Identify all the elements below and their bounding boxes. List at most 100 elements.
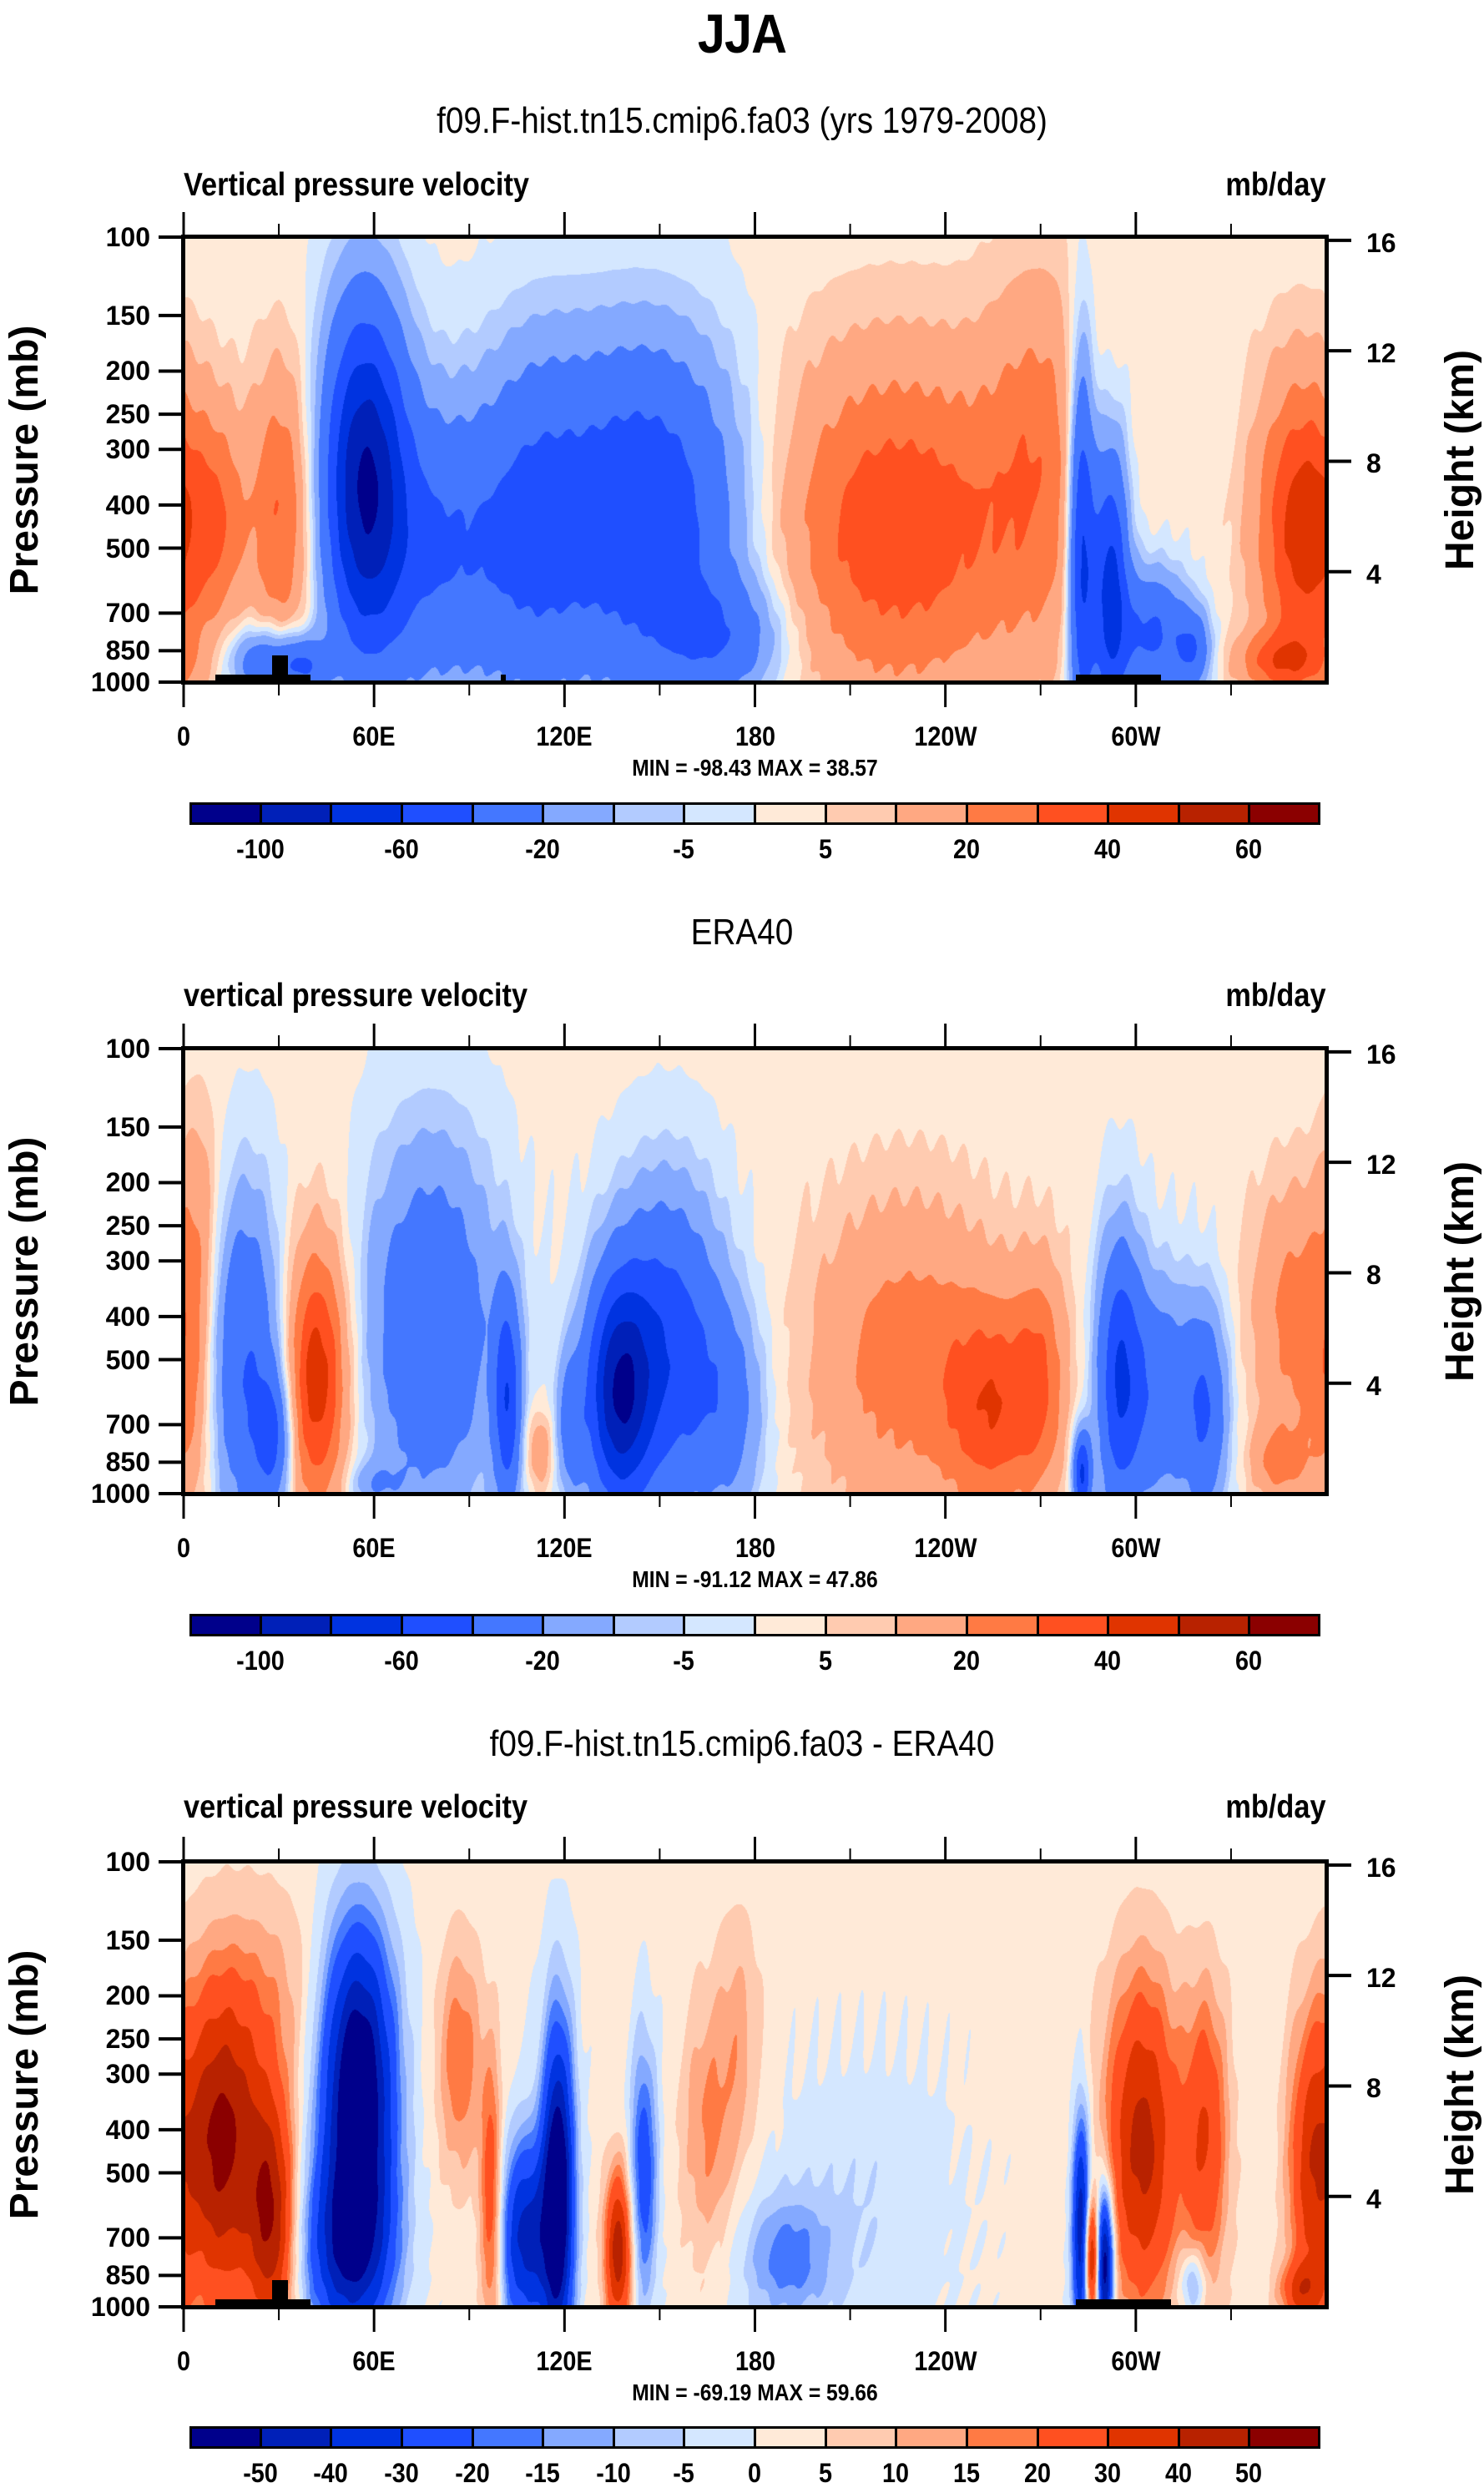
colorbar-label: -5 (673, 1646, 695, 1676)
colorbar-label: -40 (313, 2458, 349, 2488)
x-tick-label: 0 (176, 1533, 191, 1563)
colorbar-label: 50 (1235, 2458, 1263, 2488)
x-tick-label: 120W (914, 721, 977, 751)
colorbar-label: 60 (1235, 1646, 1263, 1676)
y-tick-label: 500 (105, 2157, 150, 2188)
x-tick-label: 60E (352, 721, 396, 751)
colorbar-label: -20 (525, 1646, 560, 1676)
y-axis-title: Pressure (mb) (3, 1949, 47, 2219)
colorbar-label: 10 (882, 2458, 910, 2488)
colorbar-label: -50 (242, 2458, 278, 2488)
y-right-tick-label: 4 (1366, 1370, 1381, 1401)
y-tick-label: 100 (105, 1034, 150, 1064)
panel-title: ERA40 (690, 912, 794, 953)
min-max-label: MIN = -91.12 MAX = 47.86 (632, 1566, 878, 1592)
y-tick-label: 1000 (90, 667, 150, 697)
y-right-tick-label: 16 (1366, 227, 1396, 258)
colorbar-label: -5 (673, 834, 695, 864)
y-tick-label: 400 (105, 2114, 150, 2145)
topography-block (1075, 2298, 1171, 2307)
contour-field (184, 1049, 1326, 1494)
units-label: mb/day (1225, 1789, 1326, 1825)
colorbar-label: 15 (952, 2458, 980, 2488)
y-tick-label: 700 (105, 2223, 150, 2253)
panel-title: f09.F-hist.tn15.cmip6.fa03 - ERA40 (489, 1723, 995, 1764)
topography-block (272, 655, 289, 682)
y-right-tick-label: 12 (1366, 1150, 1396, 1181)
y-tick-label: 250 (105, 2024, 150, 2055)
y-tick-label: 500 (105, 1344, 150, 1375)
units-label: mb/day (1225, 167, 1326, 203)
colorbar-label: -10 (595, 2458, 631, 2488)
y-right-tick-label: 12 (1366, 338, 1396, 369)
colorbar-box (1108, 2427, 1179, 2448)
y-tick-label: 200 (105, 1167, 150, 1198)
y-tick-label: 1000 (90, 1479, 150, 1509)
colorbar-label: -5 (673, 2458, 695, 2488)
y-tick-label: 400 (105, 1301, 150, 1332)
x-tick-label: 0 (176, 721, 191, 751)
colorbar-label: 20 (952, 1646, 980, 1676)
colorbar-label: -60 (384, 1646, 419, 1676)
y-tick-label: 700 (105, 598, 150, 629)
y-right-tick-label: 16 (1366, 1039, 1396, 1070)
y-tick-label: 850 (105, 635, 150, 666)
y-tick-label: 100 (105, 1847, 150, 1877)
y-right-tick-label: 16 (1366, 1852, 1396, 1883)
variable-name-label: vertical pressure velocity (184, 978, 528, 1014)
y-tick-label: 700 (105, 1409, 150, 1440)
x-tick-label: 120E (536, 1533, 593, 1563)
x-tick-label: 180 (734, 1533, 775, 1563)
min-max-label: MIN = -69.19 MAX = 59.66 (632, 2379, 878, 2405)
x-tick-label: 60E (352, 1533, 396, 1563)
colorbar-label: 40 (1164, 2458, 1192, 2488)
colorbar-label: 20 (952, 834, 980, 864)
x-tick-label: 180 (734, 2346, 775, 2376)
colorbar-label: 5 (818, 1646, 832, 1676)
colorbar-label: -15 (525, 2458, 560, 2488)
x-tick-label: 60W (1111, 721, 1161, 751)
colorbar-label: 5 (818, 834, 832, 864)
colorbar-label: -30 (384, 2458, 419, 2488)
topography-block (272, 2279, 289, 2307)
topography-block (501, 674, 506, 682)
y-tick-label: 150 (105, 300, 150, 331)
colorbar-label: -60 (384, 834, 419, 864)
y-right-tick-label: 12 (1366, 1963, 1396, 1994)
x-tick-label: 120E (536, 2346, 593, 2376)
colorbar-label: 40 (1094, 1646, 1122, 1676)
contour-field (184, 237, 1326, 682)
y-right-tick-label: 8 (1366, 2073, 1381, 2104)
x-tick-label: 0 (176, 2346, 191, 2376)
topography-block (215, 2298, 311, 2307)
colorbar-frame (189, 802, 1320, 825)
y-tick-label: 500 (105, 533, 150, 564)
colorbar-label: 20 (1023, 2458, 1051, 2488)
y-right-tick-label: 4 (1366, 2183, 1381, 2214)
y-tick-label: 850 (105, 2260, 150, 2291)
figure-title: JJA (697, 3, 787, 64)
x-tick-label: 120W (914, 1533, 977, 1563)
colorbar-label: 40 (1094, 834, 1122, 864)
contour-field (184, 1862, 1326, 2307)
x-tick-label: 60W (1111, 1533, 1161, 1563)
colorbar-box (1037, 803, 1109, 824)
variable-name-label: Vertical pressure velocity (184, 167, 529, 203)
x-tick-label: 60E (352, 2346, 396, 2376)
y-tick-label: 300 (105, 2059, 150, 2090)
colorbar-label: 30 (1094, 2458, 1122, 2488)
units-label: mb/day (1225, 978, 1326, 1014)
colorbar-label: -100 (235, 834, 285, 864)
y-right-tick-label: 8 (1366, 1260, 1381, 1291)
panel-title: f09.F-hist.tn15.cmip6.fa03 (yrs 1979-200… (437, 100, 1047, 141)
topography-block (215, 674, 311, 682)
colorbar-label: -20 (454, 2458, 490, 2488)
colorbar-label: 0 (747, 2458, 762, 2488)
y-right-tick-label: 4 (1366, 559, 1381, 589)
y-tick-label: 150 (105, 1924, 150, 1955)
x-tick-label: 60W (1111, 2346, 1161, 2376)
colorbar-label: -20 (525, 834, 560, 864)
